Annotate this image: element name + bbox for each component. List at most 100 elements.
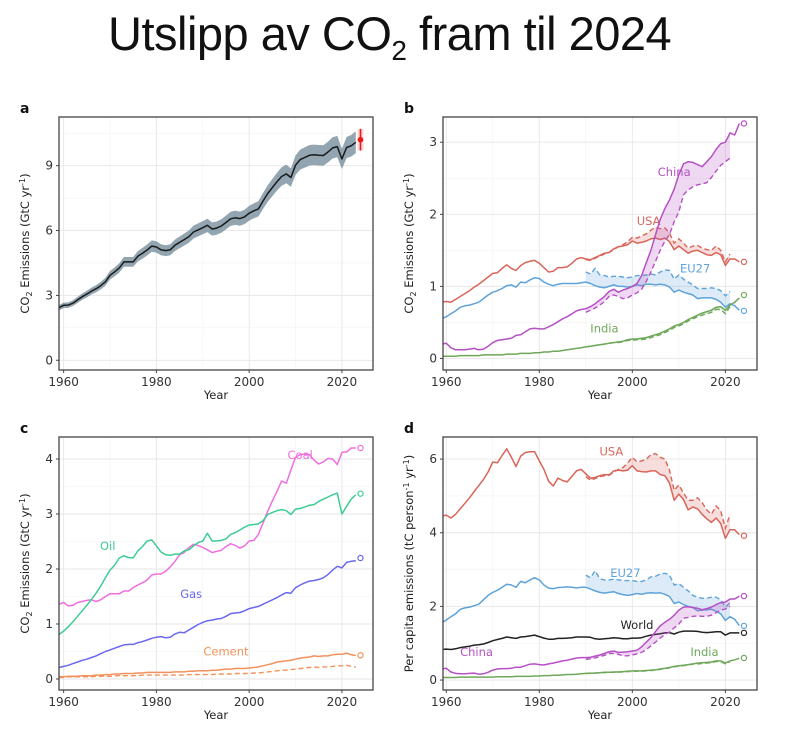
x-tick-label: 1960 [431,695,462,709]
y-axis-title-sup: -1 [402,482,411,490]
series-india-label: India [690,645,718,659]
series-usa-end-marker [740,532,748,539]
series-china-end-marker [740,592,748,600]
y-axis-title: Per capita emissions (tC person-1 yr-1) [402,455,416,672]
y-axis-title-text: ) [18,493,32,498]
series-coal-line [59,447,356,607]
series-usa-label: USA [599,444,623,458]
y-tick-label: 2 [429,207,437,221]
series-india-end-marker [740,291,748,299]
plot-area: USA EU27 China India [443,120,748,358]
series-usa-shaded-area [585,227,730,266]
y-tick-label: 1 [429,279,437,293]
page-title: Utslipp av CO2 fram til 2024 [108,6,672,67]
y-axis-title-text: Per capita emissions (tC person [402,490,416,672]
plot-frame [58,116,374,371]
series-eu27-dashed-line [585,267,731,297]
series-usa-line [443,237,740,303]
y-axis-title-sub: 2 [409,291,418,296]
series-world-line [443,630,740,651]
x-tick-label: 2000 [234,695,265,709]
plot-frame [442,116,758,371]
series-usa-label: USA [637,214,661,228]
y-tick-label: 6 [45,224,53,238]
series-eu27-line [443,276,740,319]
series-china-shaded-area [585,132,730,313]
x-tick-label: 2020 [327,695,358,709]
series-usa-line [443,448,740,540]
y-tick-label: 0 [45,672,53,686]
y-axis-title-text: Emissions (GtC yr [18,506,32,612]
x-tick-label: 1980 [524,375,555,389]
title-text: Utslipp av CO [108,7,392,60]
y-axis-title-text: Emissions (GtC yr [402,186,416,292]
series-china-end-marker [740,120,748,127]
y-tick-label: 4 [429,526,437,540]
panel-b: USA EU27 China India 1960 1980 2000 2020 0 1 2 3 Yea… [402,101,758,402]
series-eu27-label: EU27 [680,262,710,276]
x-axis-title: Year [203,388,229,402]
series-india-line [443,657,740,679]
panel-d: USA EU27 World China India 1960 1980 2000 2020 0 2… [402,421,758,722]
series-cement-line [59,652,356,678]
projection-point [357,136,364,143]
y-tick-label: 9 [45,159,53,173]
series-eu27-label: EU27 [610,566,640,580]
panel-letter: b [404,101,414,117]
x-tick-label: 2000 [617,375,648,389]
title-text-end: fram til 2024 [406,7,672,60]
x-tick-label: 1980 [524,695,555,709]
y-axis-title-text: ) [402,173,416,178]
x-tick-label: 2020 [710,375,741,389]
y-tick-label: 3 [429,135,437,149]
panel-letter: a [20,101,29,117]
y-tick-label: 0 [45,353,53,367]
title-subscript: 2 [391,35,407,66]
series-india-line [443,297,740,358]
y-tick-label: 1 [45,617,53,631]
y-axis-title-text: yr [402,467,416,482]
panel-a: 1960 1980 2000 2020 0 3 6 9 Year CO2 Emissions (G… [18,101,374,402]
plot-frame [58,436,374,691]
series-world-label: World [620,618,653,632]
panel-letter: d [404,421,414,437]
x-tick-label: 2000 [617,695,648,709]
x-axis-title: Year [587,708,613,722]
y-tick-label: 3 [45,288,53,302]
y-axis-title-sub: 2 [25,611,34,616]
series-india-end-marker [740,654,748,662]
series-eu27-shaded-area [585,268,730,308]
y-axis-title-text: CO [18,297,32,314]
series-oil-line [59,492,357,636]
plot-area: Coal Oil Gas Cement [59,444,364,679]
x-tick-label: 1980 [141,375,172,389]
y-axis-title-text: Emissions (GtC yr [18,186,32,292]
plot-background [443,117,757,370]
x-axis-title: Year [203,708,229,722]
y-axis-title-text: ) [402,455,416,460]
y-tick-label: 6 [429,452,437,466]
plot-area: USA EU27 World China India [443,444,748,679]
series-eu27-end-marker [740,622,748,630]
x-tick-label: 2020 [710,695,741,709]
y-axis-title: CO2 Emissions (GtC yr-1) [18,173,34,313]
y-axis-title-sub: 2 [25,291,34,296]
series-oil-label: Oil [100,539,115,553]
y-axis-title: CO2 Emissions (GtC yr-1) [18,493,34,633]
series-gas-label: Gas [180,587,202,601]
series-eu27-end-marker [740,307,748,315]
series-coal-end-marker [357,444,364,452]
x-tick-label: 1960 [431,375,462,389]
plot-background [59,437,373,690]
y-tick-label: 0 [429,351,437,365]
y-axis-title-text: CO [402,297,416,314]
series-usa-end-marker [740,258,748,266]
x-tick-label: 1960 [48,695,79,709]
series-cement-dashed-line [59,664,356,679]
y-tick-label: 0 [429,673,437,687]
y-tick-label: 3 [45,507,53,521]
series-eu27-dashed-line [585,569,731,609]
series-china-dashed-line [585,157,731,313]
series-coal-label: Coal [288,448,313,462]
series-gas-line [59,560,356,669]
